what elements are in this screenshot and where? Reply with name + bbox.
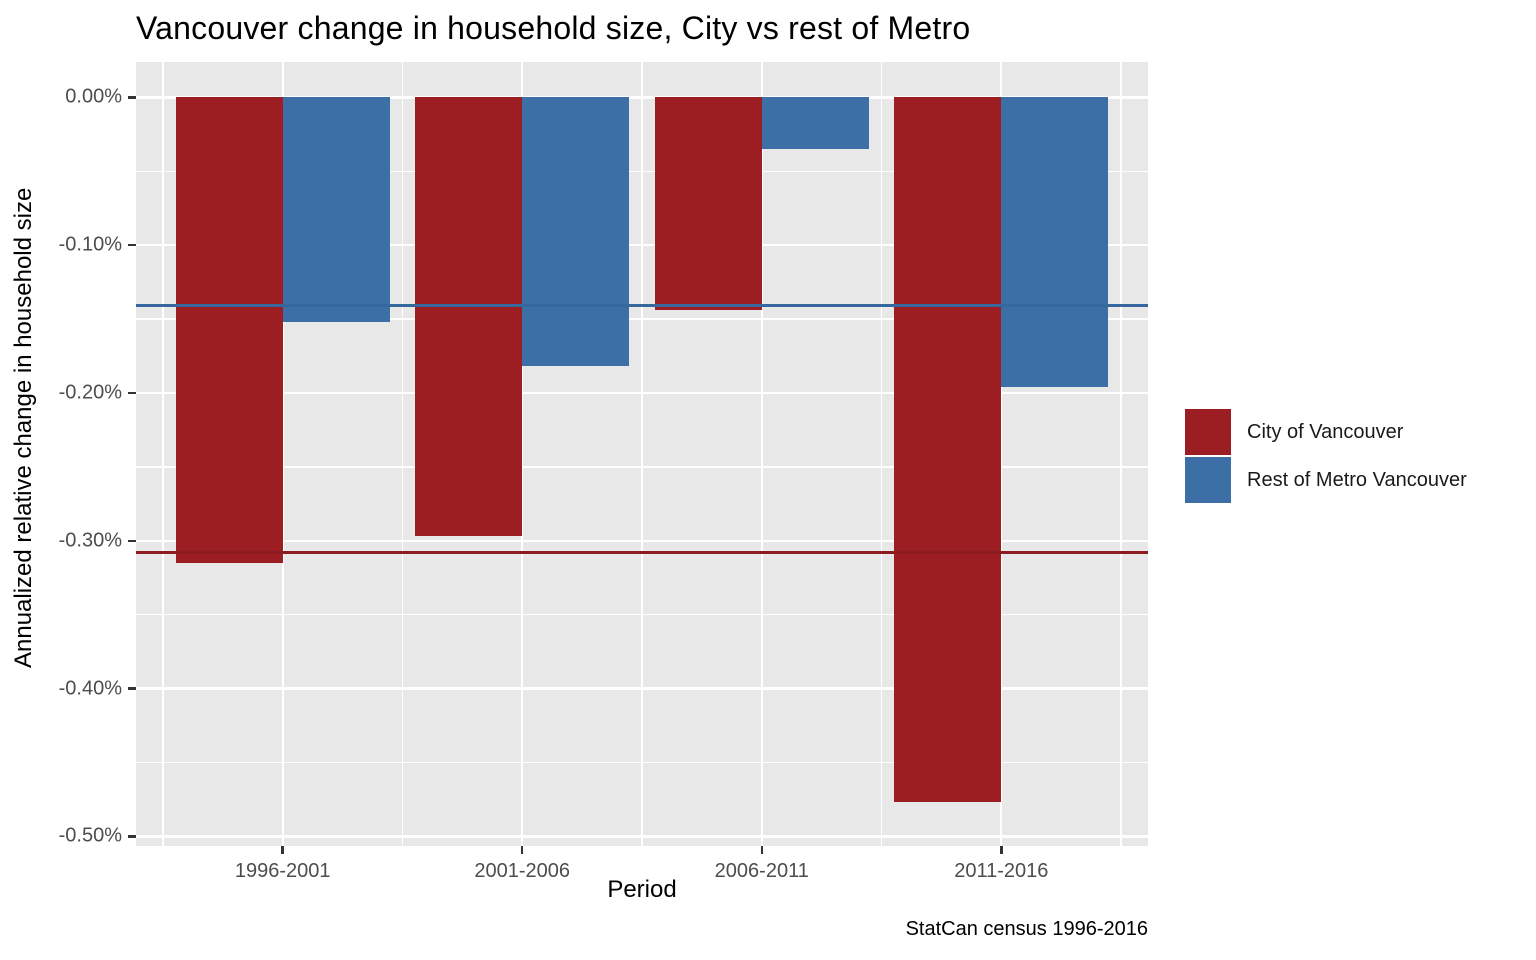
gridline-x-minor [1120, 62, 1122, 846]
x-tick-label: 2001-2006 [474, 860, 571, 882]
legend-item-city: City of Vancouver [1185, 409, 1467, 455]
chart-title: Vancouver change in household size, City… [136, 10, 971, 46]
x-tick-label: 1996-2001 [234, 860, 331, 882]
x-tick-label: 2006-2011 [714, 860, 809, 882]
y-tick-label: -0.20% [58, 381, 122, 404]
bar-rest-of-metro-vancouver-1996-2001 [282, 97, 390, 322]
y-tick-label: -0.40% [58, 677, 122, 700]
gridline-x-minor [401, 62, 404, 846]
y-tick-mark [128, 96, 136, 99]
legend-label-city: City of Vancouver [1247, 420, 1404, 443]
reference-line-rest-of-metro-vancouver [136, 304, 1148, 308]
y-tick-label: -0.10% [58, 233, 122, 256]
x-tick-mark [1000, 846, 1003, 854]
y-axis-title: Annualized relative change in household … [10, 187, 37, 668]
y-tick-mark [128, 835, 136, 838]
bar-rest-of-metro-vancouver-2001-2006 [522, 97, 630, 367]
plot-panel [136, 62, 1148, 846]
x-tick-mark [760, 846, 763, 854]
legend-swatch-rest [1185, 457, 1231, 503]
y-tick-label: -0.30% [58, 529, 122, 552]
legend: City of Vancouver Rest of Metro Vancouve… [1185, 409, 1467, 505]
legend-label-rest: Rest of Metro Vancouver [1247, 468, 1467, 491]
gridline-x-minor [880, 62, 883, 846]
bar-city-of-vancouver-2006-2011 [654, 97, 762, 311]
caption: StatCan census 1996-2016 [905, 918, 1148, 940]
bar-rest-of-metro-vancouver-2011-2016 [1001, 97, 1109, 388]
legend-item-rest: Rest of Metro Vancouver [1185, 457, 1467, 503]
gridline-x-major [760, 62, 763, 846]
y-tick-mark [128, 243, 136, 247]
legend-swatch-city [1185, 409, 1231, 455]
y-tick-mark [128, 687, 136, 690]
y-tick-mark [128, 391, 136, 395]
gridline-x-minor [641, 62, 643, 846]
y-tick-mark [128, 539, 136, 543]
bar-city-of-vancouver-1996-2001 [175, 97, 283, 563]
x-axis-title: Period [607, 876, 677, 903]
reference-line-city-of-vancouver [136, 550, 1148, 555]
gridline-x-minor [162, 62, 164, 846]
y-tick-label: -0.50% [58, 824, 122, 847]
bar-rest-of-metro-vancouver-2006-2011 [761, 97, 869, 150]
x-tick-mark [281, 846, 284, 854]
bar-city-of-vancouver-2011-2016 [894, 97, 1002, 803]
bar-city-of-vancouver-2001-2006 [415, 97, 523, 537]
y-tick-label: 0.00% [65, 85, 122, 108]
x-tick-label: 2011-2016 [954, 860, 1049, 882]
x-tick-mark [520, 846, 524, 854]
